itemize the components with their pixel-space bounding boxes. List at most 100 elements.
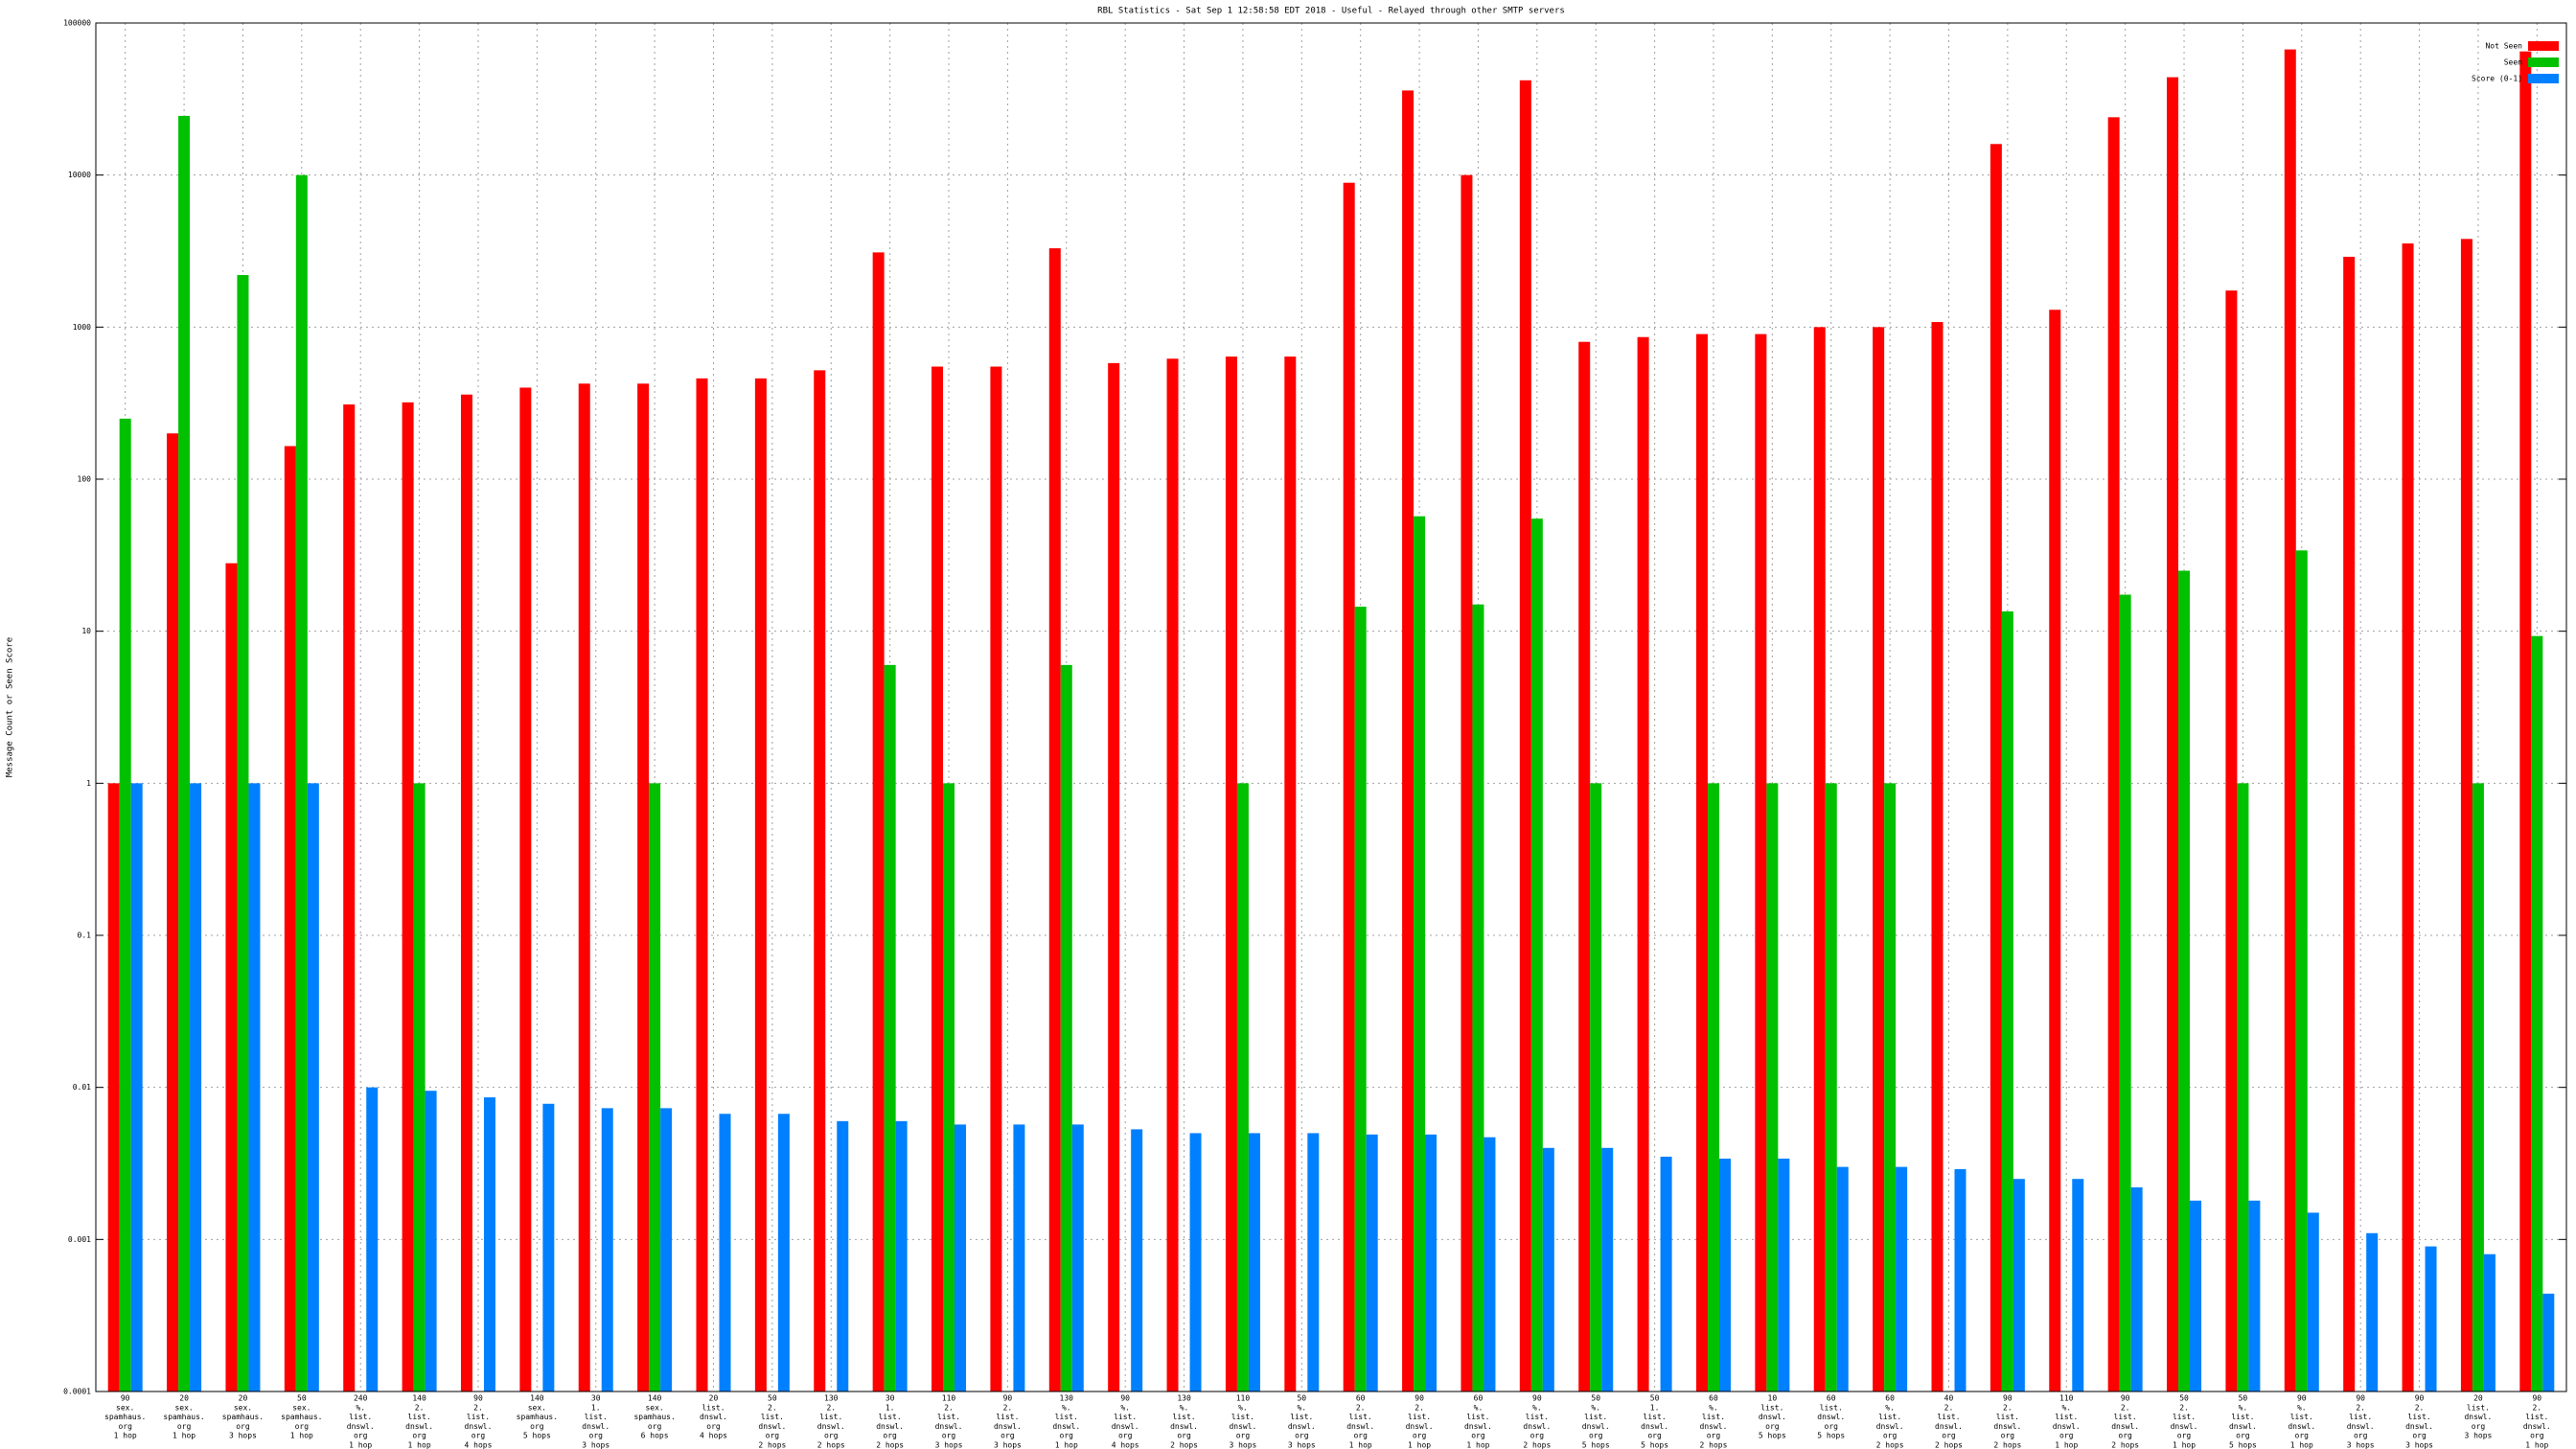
x-tick-label: 140: [530, 1394, 544, 1403]
bar: [777, 1114, 790, 1392]
x-tick-label: list.: [2290, 1413, 2313, 1421]
chart-title: RBL Statistics - Sat Sep 1 12:58:58 EDT …: [1097, 7, 1565, 16]
x-tick-label: dnswl.: [1523, 1422, 1551, 1431]
legend-label: Not Seen: [2485, 42, 2522, 51]
x-tick-label: dnswl.: [2171, 1422, 2198, 1431]
x-tick-label: %.: [1709, 1403, 1718, 1412]
x-tick-label: list.: [1878, 1413, 1901, 1421]
x-tick-label: dnswl.: [2464, 1413, 2492, 1421]
bar: [1131, 1129, 1143, 1392]
bar: [814, 370, 826, 1392]
x-tick-label: dnswl.: [2405, 1422, 2433, 1431]
x-tick-label: 90: [2356, 1394, 2365, 1403]
x-tick-label: org: [2236, 1432, 2250, 1440]
legend-label: Score (0-1): [2472, 75, 2522, 83]
legend-swatch: [2528, 58, 2559, 67]
bar: [895, 1120, 908, 1392]
bar: [1637, 336, 1649, 1392]
x-tick-label: dnswl.: [1288, 1422, 1316, 1431]
x-tick-label: 5 hops: [1759, 1432, 1786, 1440]
x-tick-label: org: [412, 1432, 426, 1440]
x-tick-label: org: [236, 1422, 250, 1431]
x-tick-label: 3 hops: [994, 1441, 1022, 1449]
x-tick-label: list.: [1937, 1413, 1960, 1421]
x-tick-label: 20: [239, 1394, 248, 1403]
x-tick-label: org: [1413, 1432, 1427, 1440]
bar: [696, 378, 708, 1392]
x-tick-label: 1 hop: [1349, 1441, 1372, 1449]
x-tick-label: sex.: [292, 1403, 310, 1412]
bar: [284, 446, 296, 1392]
x-tick-label: 1.: [886, 1403, 895, 1412]
bar: [2542, 1293, 2555, 1392]
x-tick-label: 1 hop: [2525, 1441, 2548, 1449]
bar: [2248, 1200, 2261, 1392]
bar: [1248, 1133, 1260, 1392]
x-tick-label: 10: [1768, 1394, 1778, 1403]
x-tick-label: sex.: [234, 1403, 252, 1412]
x-tick-label: list.: [1349, 1413, 1372, 1421]
bar: [1189, 1133, 1202, 1392]
x-tick-label: 2 hops: [1700, 1441, 1728, 1449]
x-tick-label: 50: [2179, 1394, 2189, 1403]
x-tick-label: org: [589, 1432, 604, 1440]
bar: [1707, 783, 1719, 1392]
x-tick-label: 3 hops: [582, 1441, 610, 1449]
x-tick-label: spamhaus.: [104, 1413, 146, 1421]
x-tick-label: dnswl.: [994, 1422, 1022, 1431]
x-tick-label: org: [295, 1422, 310, 1431]
x-tick-label: 50: [768, 1394, 777, 1403]
x-tick-label: sex.: [116, 1403, 134, 1412]
x-tick-label: dnswl.: [2111, 1422, 2139, 1431]
x-tick-label: spamhaus.: [163, 1413, 204, 1421]
bar: [2130, 1187, 2143, 1392]
bar: [1873, 327, 1885, 1392]
x-tick-label: dnswl.: [700, 1413, 727, 1421]
x-tick-label: org: [766, 1432, 780, 1440]
x-tick-label: org: [2177, 1432, 2192, 1440]
bar: [1990, 144, 2002, 1392]
bar: [225, 563, 238, 1392]
x-tick-label: org: [706, 1422, 721, 1431]
x-tick-label: dnswl.: [405, 1422, 433, 1431]
x-tick-label: org: [2295, 1432, 2310, 1440]
x-tick-label: 1.: [591, 1403, 601, 1412]
x-tick-label: list.: [1584, 1413, 1607, 1421]
bar: [2167, 77, 2179, 1392]
x-tick-label: org: [1000, 1432, 1015, 1440]
bar: [1931, 322, 1944, 1392]
bar: [1402, 90, 1414, 1392]
bar: [1060, 664, 1072, 1392]
bar: [119, 418, 131, 1392]
y-tick-label: 10000: [68, 171, 91, 179]
bar: [190, 783, 202, 1392]
y-tick-label: 0.01: [73, 1083, 91, 1092]
x-tick-label: 1 hop: [1408, 1441, 1431, 1449]
bar: [2225, 290, 2238, 1392]
bar: [2107, 117, 2120, 1392]
bar: [1813, 327, 1826, 1392]
x-tick-label: 2.: [2121, 1403, 2130, 1412]
x-tick-label: org: [2059, 1432, 2074, 1440]
x-tick-label: 3 hops: [2347, 1441, 2375, 1449]
x-tick-label: 50: [1650, 1394, 1660, 1403]
bar: [2190, 1200, 2202, 1392]
x-tick-label: 60: [1709, 1394, 1718, 1403]
bar: [990, 366, 1002, 1392]
x-tick-label: 30: [591, 1394, 601, 1403]
x-tick-label: 20: [709, 1394, 719, 1403]
x-tick-label: list.: [467, 1413, 490, 1421]
bar: [2460, 239, 2472, 1392]
x-tick-label: dnswl.: [1464, 1422, 1492, 1431]
bar: [1284, 356, 1297, 1392]
x-tick-label: 90: [2003, 1394, 2012, 1403]
y-tick-label: 0.001: [68, 1235, 91, 1244]
x-tick-label: 90: [473, 1394, 483, 1403]
x-tick-label: list.: [2349, 1413, 2372, 1421]
x-tick-label: 90: [2121, 1394, 2130, 1403]
bar: [1601, 1147, 1614, 1392]
x-tick-label: spamhaus.: [222, 1413, 264, 1421]
bar: [1530, 518, 1543, 1392]
bar: [307, 783, 319, 1392]
x-tick-label: %.: [1591, 1403, 1600, 1412]
